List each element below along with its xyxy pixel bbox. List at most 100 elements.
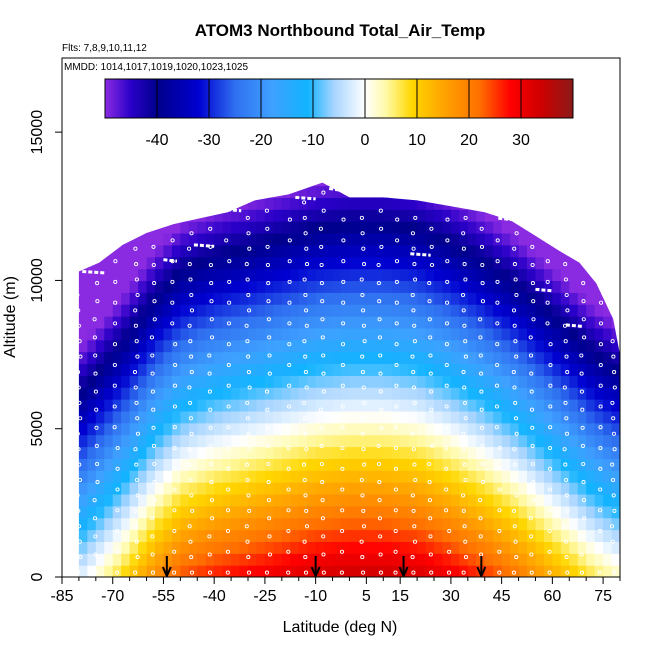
data-point bbox=[150, 371, 155, 376]
heat-cell bbox=[222, 553, 232, 566]
data-point bbox=[115, 549, 120, 554]
heat-cell bbox=[383, 339, 393, 353]
data-point bbox=[304, 323, 309, 328]
heat-cell bbox=[425, 244, 435, 258]
heat-cell bbox=[324, 304, 334, 317]
heat-cell bbox=[425, 316, 435, 329]
heat-cell bbox=[146, 327, 156, 341]
heat-cell bbox=[256, 244, 266, 258]
data-point bbox=[379, 244, 384, 249]
heat-cell bbox=[349, 565, 359, 577]
heat-cell bbox=[264, 505, 274, 519]
heat-cell bbox=[374, 446, 384, 459]
heat-cell bbox=[248, 351, 258, 365]
data-point bbox=[581, 480, 586, 485]
heat-cell bbox=[518, 375, 528, 388]
heat-cell bbox=[112, 446, 122, 459]
data-point bbox=[265, 226, 270, 231]
heat-cell bbox=[518, 434, 528, 448]
heat-cell bbox=[205, 505, 215, 519]
heat-cell bbox=[138, 541, 148, 554]
heat-cell bbox=[205, 434, 215, 448]
heat-cell bbox=[594, 493, 604, 507]
heat-cell bbox=[324, 256, 334, 270]
data-point bbox=[245, 400, 250, 405]
data-point bbox=[286, 508, 291, 513]
heat-cell bbox=[315, 304, 325, 317]
data-point bbox=[393, 549, 398, 554]
heat-cell bbox=[307, 244, 317, 258]
x-tick-label: 45 bbox=[493, 588, 511, 605]
data-point bbox=[529, 389, 534, 394]
heat-cell bbox=[248, 339, 258, 353]
data-point bbox=[112, 383, 117, 388]
data-point bbox=[264, 570, 270, 575]
data-point bbox=[580, 425, 585, 430]
heat-cell bbox=[248, 327, 258, 341]
heat-cell bbox=[197, 470, 207, 483]
data-point bbox=[245, 339, 250, 344]
heat-cell bbox=[256, 327, 266, 341]
x-tick-label: -25 bbox=[253, 588, 276, 605]
heat-cell bbox=[357, 422, 367, 436]
data-point bbox=[287, 238, 292, 243]
heat-cell bbox=[510, 470, 520, 483]
data-point bbox=[76, 508, 81, 513]
data-point bbox=[545, 279, 550, 284]
heat-cell bbox=[95, 541, 105, 554]
heat-cell bbox=[188, 434, 198, 448]
heat-cell bbox=[374, 399, 384, 412]
heat-cell bbox=[391, 327, 401, 341]
heat-cell bbox=[205, 327, 215, 341]
heat-cell bbox=[374, 387, 384, 400]
heat-cell bbox=[231, 209, 241, 222]
heat-cell bbox=[535, 458, 545, 471]
data-point bbox=[135, 493, 140, 498]
heat-cell bbox=[290, 493, 300, 507]
heat-cell bbox=[349, 553, 359, 566]
heat-cell bbox=[273, 375, 283, 388]
heat-cell bbox=[543, 375, 553, 388]
data-point bbox=[112, 404, 117, 409]
data-point bbox=[563, 524, 568, 529]
data-point bbox=[579, 552, 584, 557]
data-point bbox=[610, 400, 615, 405]
data-point bbox=[412, 339, 417, 344]
heat-cell bbox=[315, 280, 325, 293]
heat-cell bbox=[518, 363, 528, 376]
data-point bbox=[531, 299, 536, 304]
heat-cell bbox=[188, 339, 198, 353]
heat-cell bbox=[197, 458, 207, 471]
heat-cell bbox=[95, 553, 105, 566]
heat-cell bbox=[383, 434, 393, 448]
data-point bbox=[265, 244, 270, 249]
heat-cell bbox=[577, 399, 587, 412]
heat-cell bbox=[510, 221, 520, 234]
data-point bbox=[529, 371, 534, 376]
data-point bbox=[427, 317, 432, 322]
heat-cell bbox=[95, 565, 105, 577]
heat-cell bbox=[205, 232, 215, 246]
data-point bbox=[207, 552, 212, 557]
heat-cell bbox=[391, 304, 401, 317]
heat-cell bbox=[383, 505, 393, 519]
heat-cell bbox=[205, 304, 215, 317]
heat-cell bbox=[366, 422, 376, 436]
heat-cell bbox=[290, 197, 300, 210]
heat-cell bbox=[248, 470, 258, 483]
heat-cell bbox=[341, 244, 351, 258]
heat-cell bbox=[357, 304, 367, 317]
heat-cell bbox=[197, 553, 207, 566]
heat-cell bbox=[374, 410, 384, 424]
data-point bbox=[247, 447, 252, 452]
heat-cell bbox=[552, 363, 562, 376]
data-point bbox=[412, 400, 417, 405]
heat-cell bbox=[341, 434, 351, 448]
heat-cell bbox=[577, 363, 587, 376]
heat-cell bbox=[324, 458, 334, 471]
heat-cell bbox=[501, 316, 511, 329]
data-point bbox=[302, 339, 307, 344]
heat-cell bbox=[264, 327, 274, 341]
heat-cell bbox=[560, 553, 570, 566]
heat-cell bbox=[417, 493, 427, 507]
